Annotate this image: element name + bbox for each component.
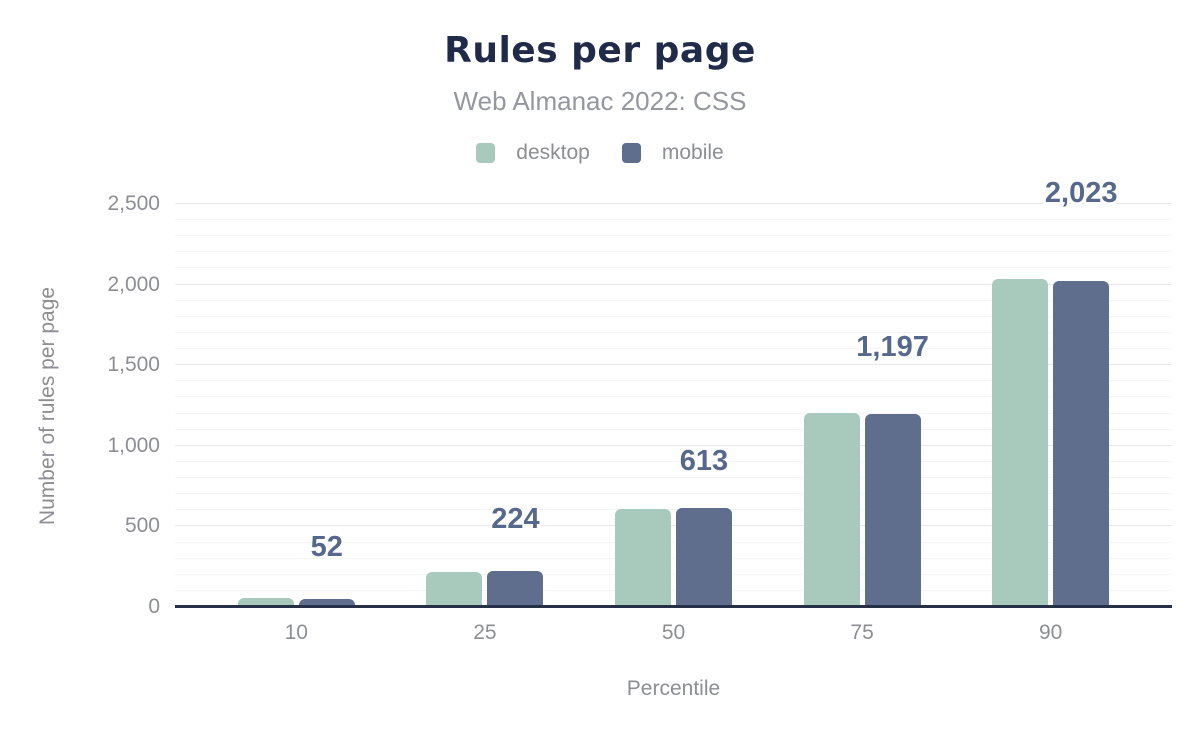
x-tick-label: 10 [284,621,308,644]
major-gridline [175,444,1172,446]
bar-desktop-p75[interactable] [803,412,860,607]
minor-gridline [175,509,1172,511]
major-gridline [175,525,1172,527]
legend-label-desktop: desktop [516,141,590,164]
minor-gridline [175,299,1172,301]
chart-subtitle: Web Almanac 2022: CSS [453,86,747,116]
legend: desktop mobile [0,141,1200,165]
data-label-p90: 2,023 [1044,176,1118,209]
bar-mobile-p75[interactable] [864,414,921,607]
legend-label-mobile: mobile [661,141,724,164]
minor-gridline [175,380,1172,382]
desktop-swatch-icon [476,143,496,163]
chart-title: Rules per page [444,30,756,71]
data-label-p10: 52 [310,530,343,563]
y-tick-label: 1,000 [107,433,160,457]
bar-mobile-p25[interactable] [487,570,544,607]
major-gridline [175,364,1172,366]
x-axis-line [175,605,1172,608]
plot-area: Percentile 10 52 25 224 50 613 75 1,197 90 2,023 [175,178,1172,700]
bar-mobile-p10[interactable] [298,598,355,607]
bar-mobile-p50[interactable] [676,508,732,607]
bar-mobile-p90[interactable] [1053,280,1110,607]
bar-group-p50 [615,508,732,607]
minor-gridline [175,412,1172,414]
data-label-p75: 1,197 [856,331,929,364]
y-axis-title: Number of rules per page [36,286,59,526]
major-gridline [175,283,1172,285]
minor-gridline [175,267,1172,269]
minor-gridline [175,315,1172,317]
bar-desktop-p25[interactable] [426,572,483,607]
minor-gridline [175,557,1172,559]
minor-gridline [175,331,1172,333]
minor-gridline [175,251,1172,253]
x-tick-label: 75 [850,621,874,644]
x-axis-title: Percentile [626,677,721,700]
minor-gridline [175,477,1172,479]
bar-desktop-p10[interactable] [237,598,294,607]
minor-gridline [175,235,1172,237]
minor-gridline [175,493,1172,495]
minor-gridline [175,348,1172,350]
x-tick-label: 25 [473,621,497,644]
major-gridline [175,203,1172,204]
mobile-swatch-icon [621,143,641,163]
bar-desktop-p50[interactable] [615,508,671,607]
minor-gridline [175,541,1172,543]
data-label-p50: 613 [679,445,729,478]
y-tick-label: 2,500 [107,192,160,215]
bar-group-p10 [237,598,355,607]
minor-gridline [175,219,1172,221]
y-tick-label: 2,000 [107,272,160,296]
minor-gridline [175,428,1172,430]
bar-group-p90 [992,278,1110,607]
legend-item-desktop[interactable]: desktop [476,141,590,165]
y-tick-label: 500 [124,514,160,538]
x-tick-label: 90 [1039,621,1063,644]
bar-group-p75 [803,412,921,607]
y-tick-label: 1,500 [107,353,160,377]
bar-desktop-p90[interactable] [992,278,1049,607]
bar-group-p25 [426,570,544,607]
x-tick-label: 50 [661,621,686,644]
legend-item-mobile[interactable]: mobile [621,141,724,165]
y-tick-label: 0 [148,595,160,618]
minor-gridline [175,396,1172,398]
data-label-p25: 224 [491,502,540,535]
minor-gridline [175,573,1172,575]
minor-gridline [175,460,1172,462]
minor-gridline [175,589,1172,591]
